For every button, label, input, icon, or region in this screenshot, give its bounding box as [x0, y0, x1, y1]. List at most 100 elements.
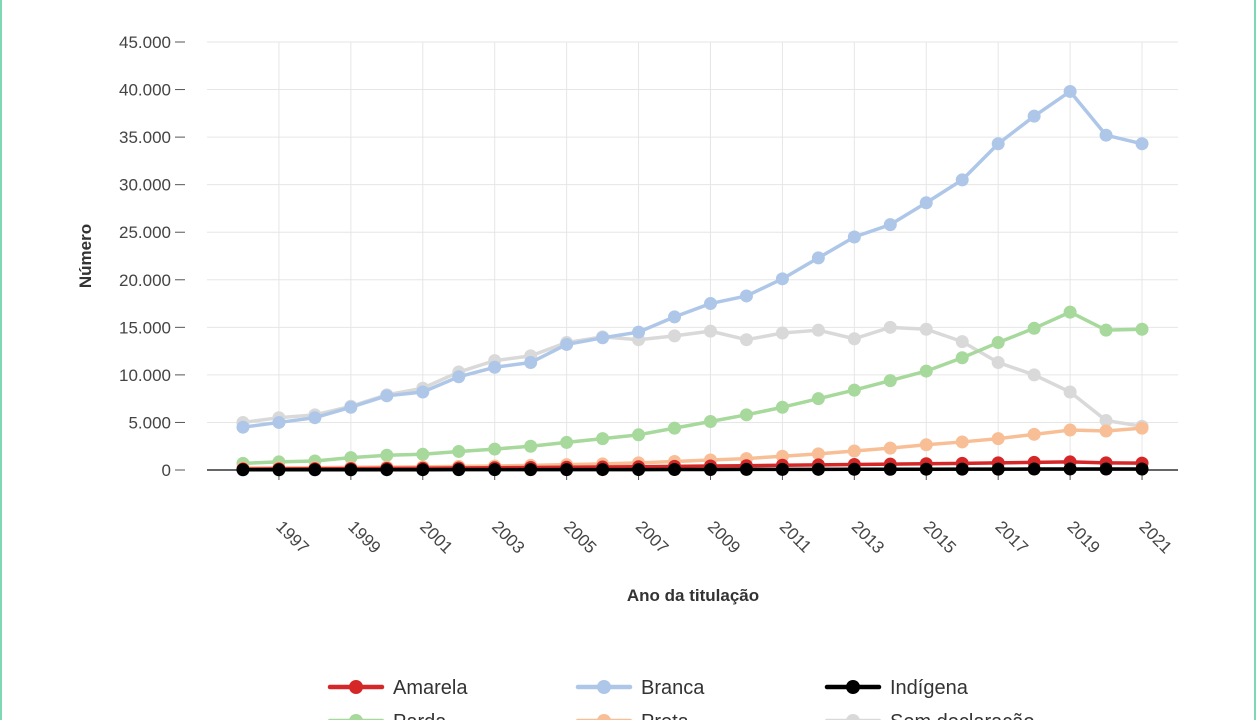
data-point-indigena — [955, 462, 969, 476]
data-point-branca — [955, 173, 969, 187]
data-point-branca — [560, 337, 574, 351]
data-point-sem-declaracao — [703, 324, 717, 338]
x-tick-label: 2007 — [632, 517, 672, 557]
y-tick-label: 15.000 — [119, 318, 171, 337]
series-line-branca — [242, 89, 1143, 429]
data-point-branca — [272, 415, 286, 429]
data-point-branca — [703, 297, 717, 311]
data-point-parda — [1063, 305, 1077, 319]
data-point-indigena — [1135, 462, 1149, 476]
y-tick-label: 45.000 — [119, 33, 171, 52]
data-point-indigena — [236, 463, 250, 477]
data-point-branca — [488, 360, 502, 374]
data-point-indigena — [416, 463, 430, 477]
data-point-sem-declaracao — [847, 332, 861, 346]
data-point-parda — [703, 414, 717, 428]
data-point-indigena — [560, 463, 574, 477]
data-point-sem-declaracao — [955, 335, 969, 349]
data-point-parda — [560, 435, 574, 449]
data-point-branca — [811, 251, 825, 265]
data-point-sem-declaracao — [1027, 368, 1041, 382]
x-tick-label: 2005 — [560, 517, 600, 557]
legend-marker — [597, 714, 611, 720]
data-point-parda — [596, 432, 610, 446]
data-point-parda — [739, 408, 753, 422]
legend-label: Preta — [641, 711, 690, 720]
data-point-sem-declaracao — [668, 329, 682, 343]
legend-marker — [846, 714, 860, 720]
data-point-indigena — [1027, 462, 1041, 476]
data-point-parda — [847, 383, 861, 397]
data-point-parda — [991, 336, 1005, 350]
data-point-branca — [344, 400, 358, 414]
data-point-parda — [380, 448, 394, 462]
data-point-sem-declaracao — [739, 333, 753, 347]
x-tick-label: 2003 — [488, 517, 528, 557]
y-tick-label: 10.000 — [119, 366, 171, 385]
data-point-indigena — [919, 462, 933, 476]
data-point-parda — [919, 364, 933, 378]
data-point-preta — [883, 441, 897, 455]
legend-marker — [349, 714, 363, 720]
legend-item-preta: Preta — [575, 711, 690, 720]
data-point-preta — [847, 444, 861, 458]
x-axis: 1997 1999 2001 2003 2005 2007 2009 2011 2013 2015… — [272, 470, 1176, 557]
data-point-preta — [1135, 421, 1149, 435]
data-point-indigena — [344, 463, 358, 477]
x-axis-title: Ano da titulação — [627, 586, 759, 605]
data-point-indigena — [380, 463, 394, 477]
series-line-sem-declaracao — [242, 325, 1143, 428]
x-tick-label: 2015 — [920, 517, 960, 557]
legend-marker — [597, 680, 611, 694]
data-point-preta — [955, 435, 969, 449]
data-point-indigena — [308, 463, 322, 477]
data-point-branca — [668, 310, 682, 324]
data-point-branca — [416, 385, 430, 399]
data-point-parda — [524, 439, 538, 453]
data-point-branca — [1135, 137, 1149, 151]
series-indigena — [236, 462, 1149, 477]
data-point-indigena — [1099, 462, 1113, 476]
data-point-branca — [1099, 128, 1113, 142]
data-point-branca — [919, 196, 933, 210]
y-tick-label: 30.000 — [119, 176, 171, 195]
data-point-branca — [632, 325, 646, 339]
data-point-preta — [811, 447, 825, 461]
data-point-sem-declaracao — [775, 326, 789, 340]
grid — [207, 41, 1178, 471]
y-tick-label: 40.000 — [119, 81, 171, 100]
data-point-parda — [452, 444, 466, 458]
y-tick-label: 35.000 — [119, 128, 171, 147]
legend-item-sem-declaracao: Sem declaração — [824, 711, 1035, 720]
y-tick-label: 25.000 — [119, 223, 171, 242]
data-point-branca — [1027, 109, 1041, 123]
legend-label: Parda — [393, 711, 447, 720]
legend-marker — [846, 680, 860, 694]
legend-item-branca: Branca — [575, 677, 705, 699]
data-point-branca — [883, 218, 897, 232]
legend-item-amarela: Amarela — [327, 677, 468, 699]
data-point-branca — [596, 331, 610, 345]
x-tick-label: 2021 — [1135, 517, 1175, 557]
data-point-indigena — [703, 462, 717, 476]
data-point-indigena — [632, 463, 646, 477]
series-branca — [236, 84, 1149, 434]
y-axis-title: Número — [76, 224, 95, 288]
x-tick-label: 1997 — [272, 517, 312, 557]
data-point-sem-declaracao — [883, 320, 897, 334]
data-point-sem-declaracao — [991, 356, 1005, 370]
series-group — [236, 84, 1149, 477]
data-point-sem-declaracao — [919, 322, 933, 336]
data-point-preta — [1027, 427, 1041, 441]
legend-marker — [349, 680, 363, 694]
data-point-indigena — [775, 462, 789, 476]
data-point-branca — [524, 356, 538, 370]
data-point-indigena — [524, 463, 538, 477]
series-amarela — [236, 455, 1149, 476]
data-point-parda — [488, 442, 502, 456]
data-point-indigena — [1063, 462, 1077, 476]
y-tick-label: 20.000 — [119, 271, 171, 290]
legend-item-indigena: Indígena — [824, 677, 969, 699]
legend-label: Indígena — [890, 677, 969, 699]
